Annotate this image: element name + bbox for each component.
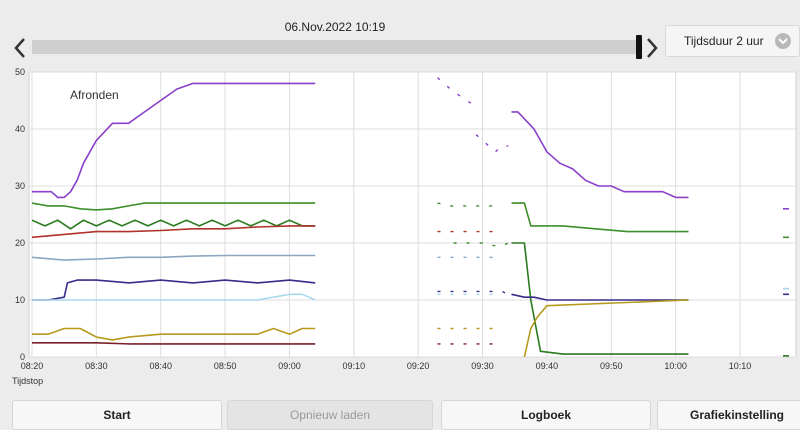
- plot-area: [28, 71, 797, 358]
- slider-handle[interactable]: [636, 35, 642, 59]
- duration-label: Tijdsduur 2 uur: [684, 34, 764, 48]
- time-range-slider[interactable]: [32, 40, 642, 54]
- line-chart: 0 10 20 30 40 50 08:20 08:30 08:40 08:50 09:00 09:1…: [0, 60, 800, 390]
- x-tick-label: 10:10: [729, 361, 752, 371]
- y-tick-label: 0: [20, 352, 25, 362]
- x-tick-label: 08:30: [85, 361, 108, 371]
- next-chevron-icon[interactable]: [644, 36, 660, 60]
- series-line-2: [31, 219, 316, 230]
- previous-chevron-icon[interactable]: [12, 36, 28, 60]
- y-tick-label: 50: [15, 67, 25, 77]
- bottom-toolbar: Start Opnieuw laden Logboek Grafiekinste…: [0, 400, 800, 430]
- chevron-down-icon: [775, 33, 791, 49]
- reload-button[interactable]: Opnieuw laden: [227, 400, 433, 430]
- date-time-label: 06.Nov.2022 10:19: [284, 20, 386, 34]
- x-tick-label: 09:50: [600, 361, 623, 371]
- y-tick-label: 30: [15, 181, 25, 191]
- x-tick-label: 09:10: [343, 361, 366, 371]
- series-line-0: [32, 82, 316, 199]
- x-tick-label: 09:00: [278, 361, 301, 371]
- series-line-10: [511, 242, 689, 355]
- x-tick-label: 09:30: [471, 361, 494, 371]
- chart-svg: 0 10 20 30 40 50 08:20 08:30 08:40 08:50 09:00 09:1…: [12, 67, 797, 386]
- x-tick-label: 08:40: [149, 361, 172, 371]
- y-tick-label: 40: [15, 124, 25, 134]
- series-line-6: [32, 293, 316, 301]
- series-line-9: [511, 111, 689, 199]
- series-segment-2: [437, 202, 502, 207]
- x-tick-label: 10:00: [664, 361, 687, 371]
- series-line-7: [32, 327, 316, 341]
- y-tick-label: 10: [15, 295, 25, 305]
- series-line-8: [32, 341, 316, 345]
- series-segment-0: [437, 77, 477, 107]
- x-tick-label: 08:20: [21, 361, 44, 371]
- duration-select[interactable]: Tijdsduur 2 uur: [665, 25, 800, 57]
- series-line-4: [31, 254, 316, 261]
- x-tick-label: 09:40: [536, 361, 559, 371]
- series-line-11: [511, 202, 689, 233]
- x-start-label: Tijdstop: [12, 376, 43, 386]
- y-tick-label: 20: [15, 238, 25, 248]
- series-line-1: [31, 202, 316, 211]
- series-line-13: [523, 299, 689, 358]
- x-tick-label: 08:50: [214, 361, 237, 371]
- series-line-5: [32, 279, 316, 301]
- series-line-3: [31, 225, 316, 239]
- logbook-button[interactable]: Logboek: [441, 400, 651, 430]
- series-line-12: [511, 293, 689, 301]
- chart-settings-button[interactable]: Grafiekinstelling: [657, 400, 800, 430]
- chart-annotation: Afronden: [70, 88, 119, 102]
- start-button[interactable]: Start: [12, 400, 222, 430]
- x-tick-label: 09:20: [407, 361, 430, 371]
